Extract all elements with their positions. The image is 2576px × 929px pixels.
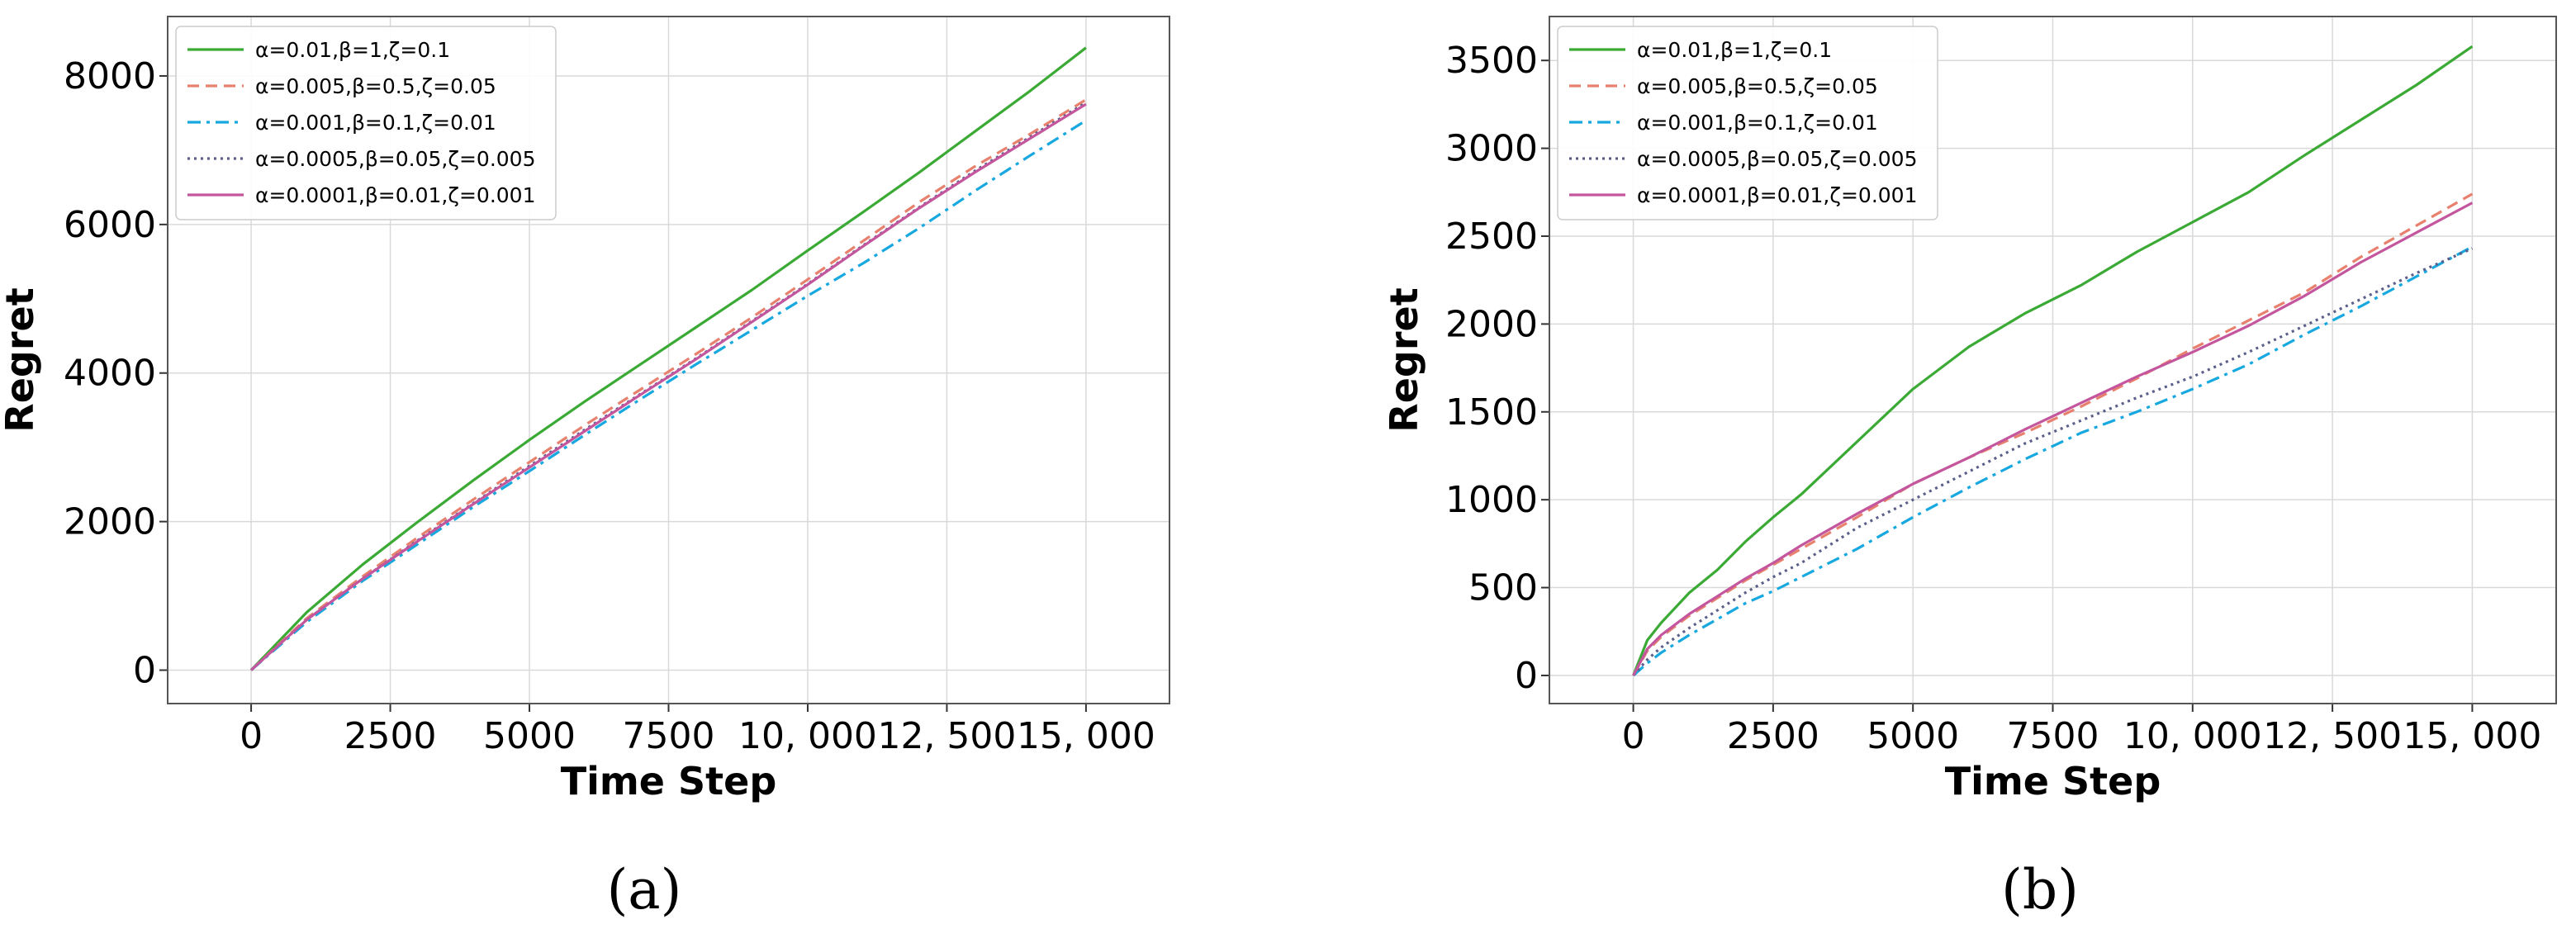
y-tick-label: 0	[1515, 655, 1538, 697]
y-tick-label: 1000	[1445, 479, 1538, 521]
legend-entry: α=0.0001,β=0.01,ζ=0.001	[1637, 183, 1917, 207]
x-tick-label: 5000	[483, 715, 576, 757]
legend-entry: α=0.005,β=0.5,ζ=0.05	[255, 74, 496, 98]
chart-panel-b: 0 2500 5000 7500 10, 000 12, 500 15, 000 0 500 10…	[1382, 16, 2557, 922]
y-tick-label: 500	[1468, 567, 1538, 609]
y-tick-label: 2500	[1445, 216, 1538, 258]
legend: α=0.01,β=1,ζ=0.1 α=0.005,β=0.5,ζ=0.05 α=0.…	[1557, 26, 1938, 220]
x-axis-label: Time Step	[1945, 759, 2161, 803]
chart-panel-a: 0 2500 5000 7500 10, 000 12, 500 15, 000 0 2000 4…	[0, 16, 1170, 922]
x-tick-label: 2500	[1727, 715, 1819, 757]
plot-frame	[1549, 16, 2557, 704]
x-tick-label: 0	[1622, 715, 1645, 757]
x-tick-label: 7500	[623, 715, 715, 757]
series-line-3	[250, 119, 1087, 671]
series-line-2	[250, 98, 1087, 671]
series-line-1	[249, 46, 1087, 671]
panel-caption: (b)	[2001, 858, 2079, 922]
x-tick-label: 0	[240, 715, 263, 757]
legend-entry: α=0.01,β=1,ζ=0.1	[255, 38, 450, 62]
x-tick-label: 7500	[2007, 715, 2099, 757]
series-line-5	[1632, 201, 2474, 676]
panel-caption: (a)	[607, 858, 682, 922]
series-line-1	[1632, 45, 2474, 676]
legend-entry: α=0.0005,β=0.05,ζ=0.005	[1637, 147, 1917, 171]
legend-entry: α=0.001,β=0.1,ζ=0.01	[1637, 111, 1878, 135]
y-tick-label: 1500	[1445, 391, 1538, 434]
y-tick-label: 8000	[64, 55, 156, 97]
y-tick-label: 2000	[64, 501, 156, 543]
plot-frame	[167, 16, 1170, 704]
legend: α=0.01,β=1,ζ=0.1 α=0.005,β=0.5,ζ=0.05 α=0.…	[175, 26, 557, 220]
y-tick-label: 4000	[64, 353, 156, 395]
x-tick-label: 12, 500	[877, 715, 1016, 757]
y-tick-label: 6000	[64, 204, 156, 246]
x-axis-label: Time Step	[561, 759, 777, 803]
legend-entry: α=0.005,β=0.5,ζ=0.05	[1637, 74, 1878, 98]
series-line-5	[250, 102, 1087, 671]
legend-entry: α=0.0001,β=0.01,ζ=0.001	[255, 183, 535, 207]
y-axis-label: Regret	[1382, 287, 1426, 432]
x-tick-label: 10, 000	[738, 715, 877, 757]
y-tick-label: 2000	[1445, 303, 1538, 345]
x-tick-label: 12, 500	[2263, 715, 2402, 757]
y-axis-label: Regret	[0, 287, 42, 432]
legend-entry: α=0.01,β=1,ζ=0.1	[1637, 38, 1832, 62]
x-tick-label: 2500	[344, 715, 437, 757]
y-tick-label: 3000	[1445, 128, 1538, 170]
x-tick-label: 10, 000	[2123, 715, 2262, 757]
x-tick-label: 15, 000	[2403, 715, 2541, 757]
legend-box	[175, 26, 557, 220]
legend-entry: α=0.001,β=0.1,ζ=0.01	[255, 111, 496, 135]
y-tick-label: 3500	[1445, 40, 1538, 82]
legend-box	[1557, 26, 1938, 220]
x-tick-label: 15, 000	[1017, 715, 1155, 757]
x-tick-label: 5000	[1867, 715, 1959, 757]
y-tick-label: 0	[133, 650, 156, 692]
legend-entry: α=0.0005,β=0.05,ζ=0.005	[255, 147, 535, 171]
